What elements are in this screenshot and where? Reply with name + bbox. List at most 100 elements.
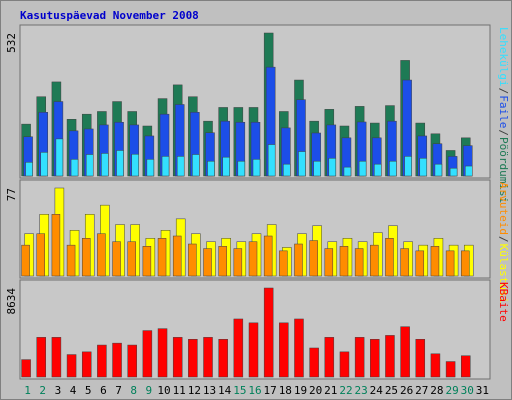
x-tick-label: 20 (309, 384, 322, 397)
bar (25, 162, 33, 177)
y-tick-label: 532 (5, 33, 18, 53)
bar (248, 322, 259, 378)
bar (85, 154, 94, 177)
bar (294, 318, 304, 378)
x-tick-label: 31 (476, 384, 489, 397)
x-tick-label: 17 (264, 384, 277, 397)
bar (430, 353, 441, 378)
bar (21, 359, 31, 378)
bar (237, 160, 246, 177)
bar (233, 248, 243, 277)
bar (298, 151, 306, 177)
bar (157, 328, 168, 378)
x-tick-label: 10 (157, 384, 170, 397)
bar (339, 351, 350, 378)
bar (279, 322, 289, 378)
x-tick-label: 9 (146, 384, 153, 397)
x-tick-label: 24 (370, 384, 384, 397)
bar (97, 344, 107, 378)
x-tick-label: 22 (339, 384, 352, 397)
bar (40, 152, 48, 177)
bar (445, 361, 456, 378)
x-tick-label: 7 (115, 384, 122, 397)
bar (97, 233, 106, 277)
x-tick-label: 28 (430, 384, 443, 397)
x-tick-label: 3 (55, 384, 62, 397)
bar (172, 235, 182, 277)
bar (354, 248, 364, 277)
x-tick-label: 30 (461, 384, 474, 397)
bar (55, 138, 64, 177)
bar (339, 246, 349, 277)
bar (461, 250, 470, 277)
bar (263, 287, 274, 378)
bar (21, 244, 30, 277)
bar (36, 233, 45, 277)
bar (70, 159, 79, 177)
bar (283, 163, 291, 177)
x-tick-label: 29 (445, 384, 458, 397)
bar (116, 150, 124, 177)
bar (218, 246, 227, 277)
bar (127, 344, 137, 378)
bar (207, 160, 215, 177)
bar (465, 165, 473, 177)
legend-separator: / (497, 129, 510, 136)
bar (445, 250, 455, 277)
bar (309, 347, 319, 378)
bar (203, 337, 213, 378)
bar (146, 159, 155, 177)
x-tick-label: 26 (400, 384, 413, 397)
legend-separator: / (497, 88, 510, 95)
bar (51, 337, 62, 378)
bar (157, 238, 167, 277)
x-tick-label: 13 (203, 384, 216, 397)
bar (370, 339, 380, 378)
bar (203, 248, 212, 277)
bar (400, 248, 409, 277)
bar (294, 243, 303, 277)
x-tick-label: 23 (355, 384, 368, 397)
bar (112, 342, 122, 378)
x-tick-label: 15 (233, 384, 246, 397)
bar (66, 244, 76, 277)
chart-title: Kasutuspäevad November 2008 (20, 9, 199, 22)
x-tick-label: 16 (248, 384, 261, 397)
x-tick-label: 11 (173, 384, 186, 397)
bar (36, 337, 46, 378)
y-tick-label: 77 (5, 188, 18, 201)
bar (192, 154, 200, 177)
bar (218, 339, 228, 378)
bar (66, 354, 77, 378)
bar (324, 248, 334, 277)
legend-label: Lehekülgi (497, 27, 510, 87)
x-tick-label: 1 (24, 384, 31, 397)
x-tick-label: 6 (100, 384, 107, 397)
bar (434, 163, 443, 177)
bar (233, 318, 244, 378)
bar (309, 240, 318, 277)
bar (188, 243, 197, 277)
bar (263, 235, 273, 277)
x-tick-label: 8 (130, 384, 137, 397)
bar (172, 337, 183, 378)
bar (354, 337, 365, 378)
x-tick-label: 5 (85, 384, 92, 397)
bar (415, 339, 426, 378)
bar (142, 330, 153, 378)
legend-label: Külastusi (497, 244, 510, 304)
bar (252, 159, 261, 177)
bar (404, 156, 412, 177)
x-tick-label: 14 (218, 384, 232, 397)
legend-separator: / (497, 236, 510, 243)
bar (267, 144, 276, 177)
bar (449, 167, 458, 177)
x-tick-label: 2 (39, 384, 46, 397)
x-tick-label: 27 (415, 384, 428, 397)
bar (176, 156, 185, 177)
bar (419, 158, 428, 177)
bar (358, 160, 367, 177)
bar (81, 238, 91, 277)
bar (127, 241, 136, 277)
x-tick-label: 18 (279, 384, 292, 397)
